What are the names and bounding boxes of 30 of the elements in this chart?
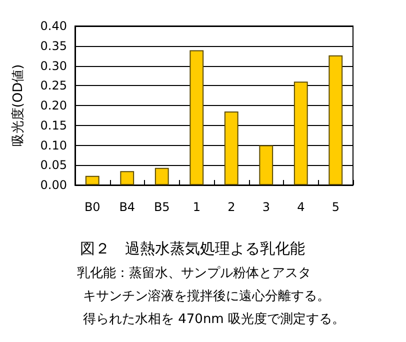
- y-tick-label: 0.25: [40, 78, 67, 93]
- bar: [294, 82, 308, 185]
- y-tick-label: 0.20: [40, 98, 67, 112]
- x-tick-label: 1: [192, 200, 200, 214]
- y-tick-label: 0.40: [40, 19, 67, 33]
- x-tick-label: B5: [154, 200, 170, 214]
- y-tick-label: 0.05: [40, 158, 67, 172]
- x-tick-label: B4: [119, 200, 136, 214]
- x-tick-label: 2: [228, 200, 236, 214]
- x-tick-label: 3: [262, 200, 270, 214]
- text: 図２ 過熱水蒸気処理よる乳化能: [80, 240, 305, 258]
- y-tick-label: 0.00: [40, 178, 67, 192]
- text: キサンチン溶液を撹拌後に遠心分離する。: [83, 288, 330, 304]
- y-tick-label: 0.35: [40, 38, 67, 53]
- bar: [259, 145, 274, 185]
- text: 乳化能：蒸留水、サンプル粉体とアスタ: [77, 266, 311, 281]
- text: 得られた水相を 470nm 吸光度で測定する。: [83, 311, 345, 327]
- y-tick-label: 0.10: [40, 138, 67, 152]
- bar: [154, 168, 169, 185]
- x-tick-label: B0: [84, 200, 100, 214]
- bar: [328, 55, 343, 185]
- x-tick-label: 5: [332, 200, 340, 214]
- bar: [120, 171, 134, 185]
- y-tick-label: 0.15: [40, 118, 67, 132]
- bar: [190, 50, 204, 185]
- y-tick-label: 0.30: [40, 58, 67, 73]
- bar: [85, 176, 100, 185]
- bar: [224, 111, 238, 185]
- x-tick-label: 4: [297, 200, 305, 214]
- y-axis-title: 吸光度(OD値): [10, 64, 26, 147]
